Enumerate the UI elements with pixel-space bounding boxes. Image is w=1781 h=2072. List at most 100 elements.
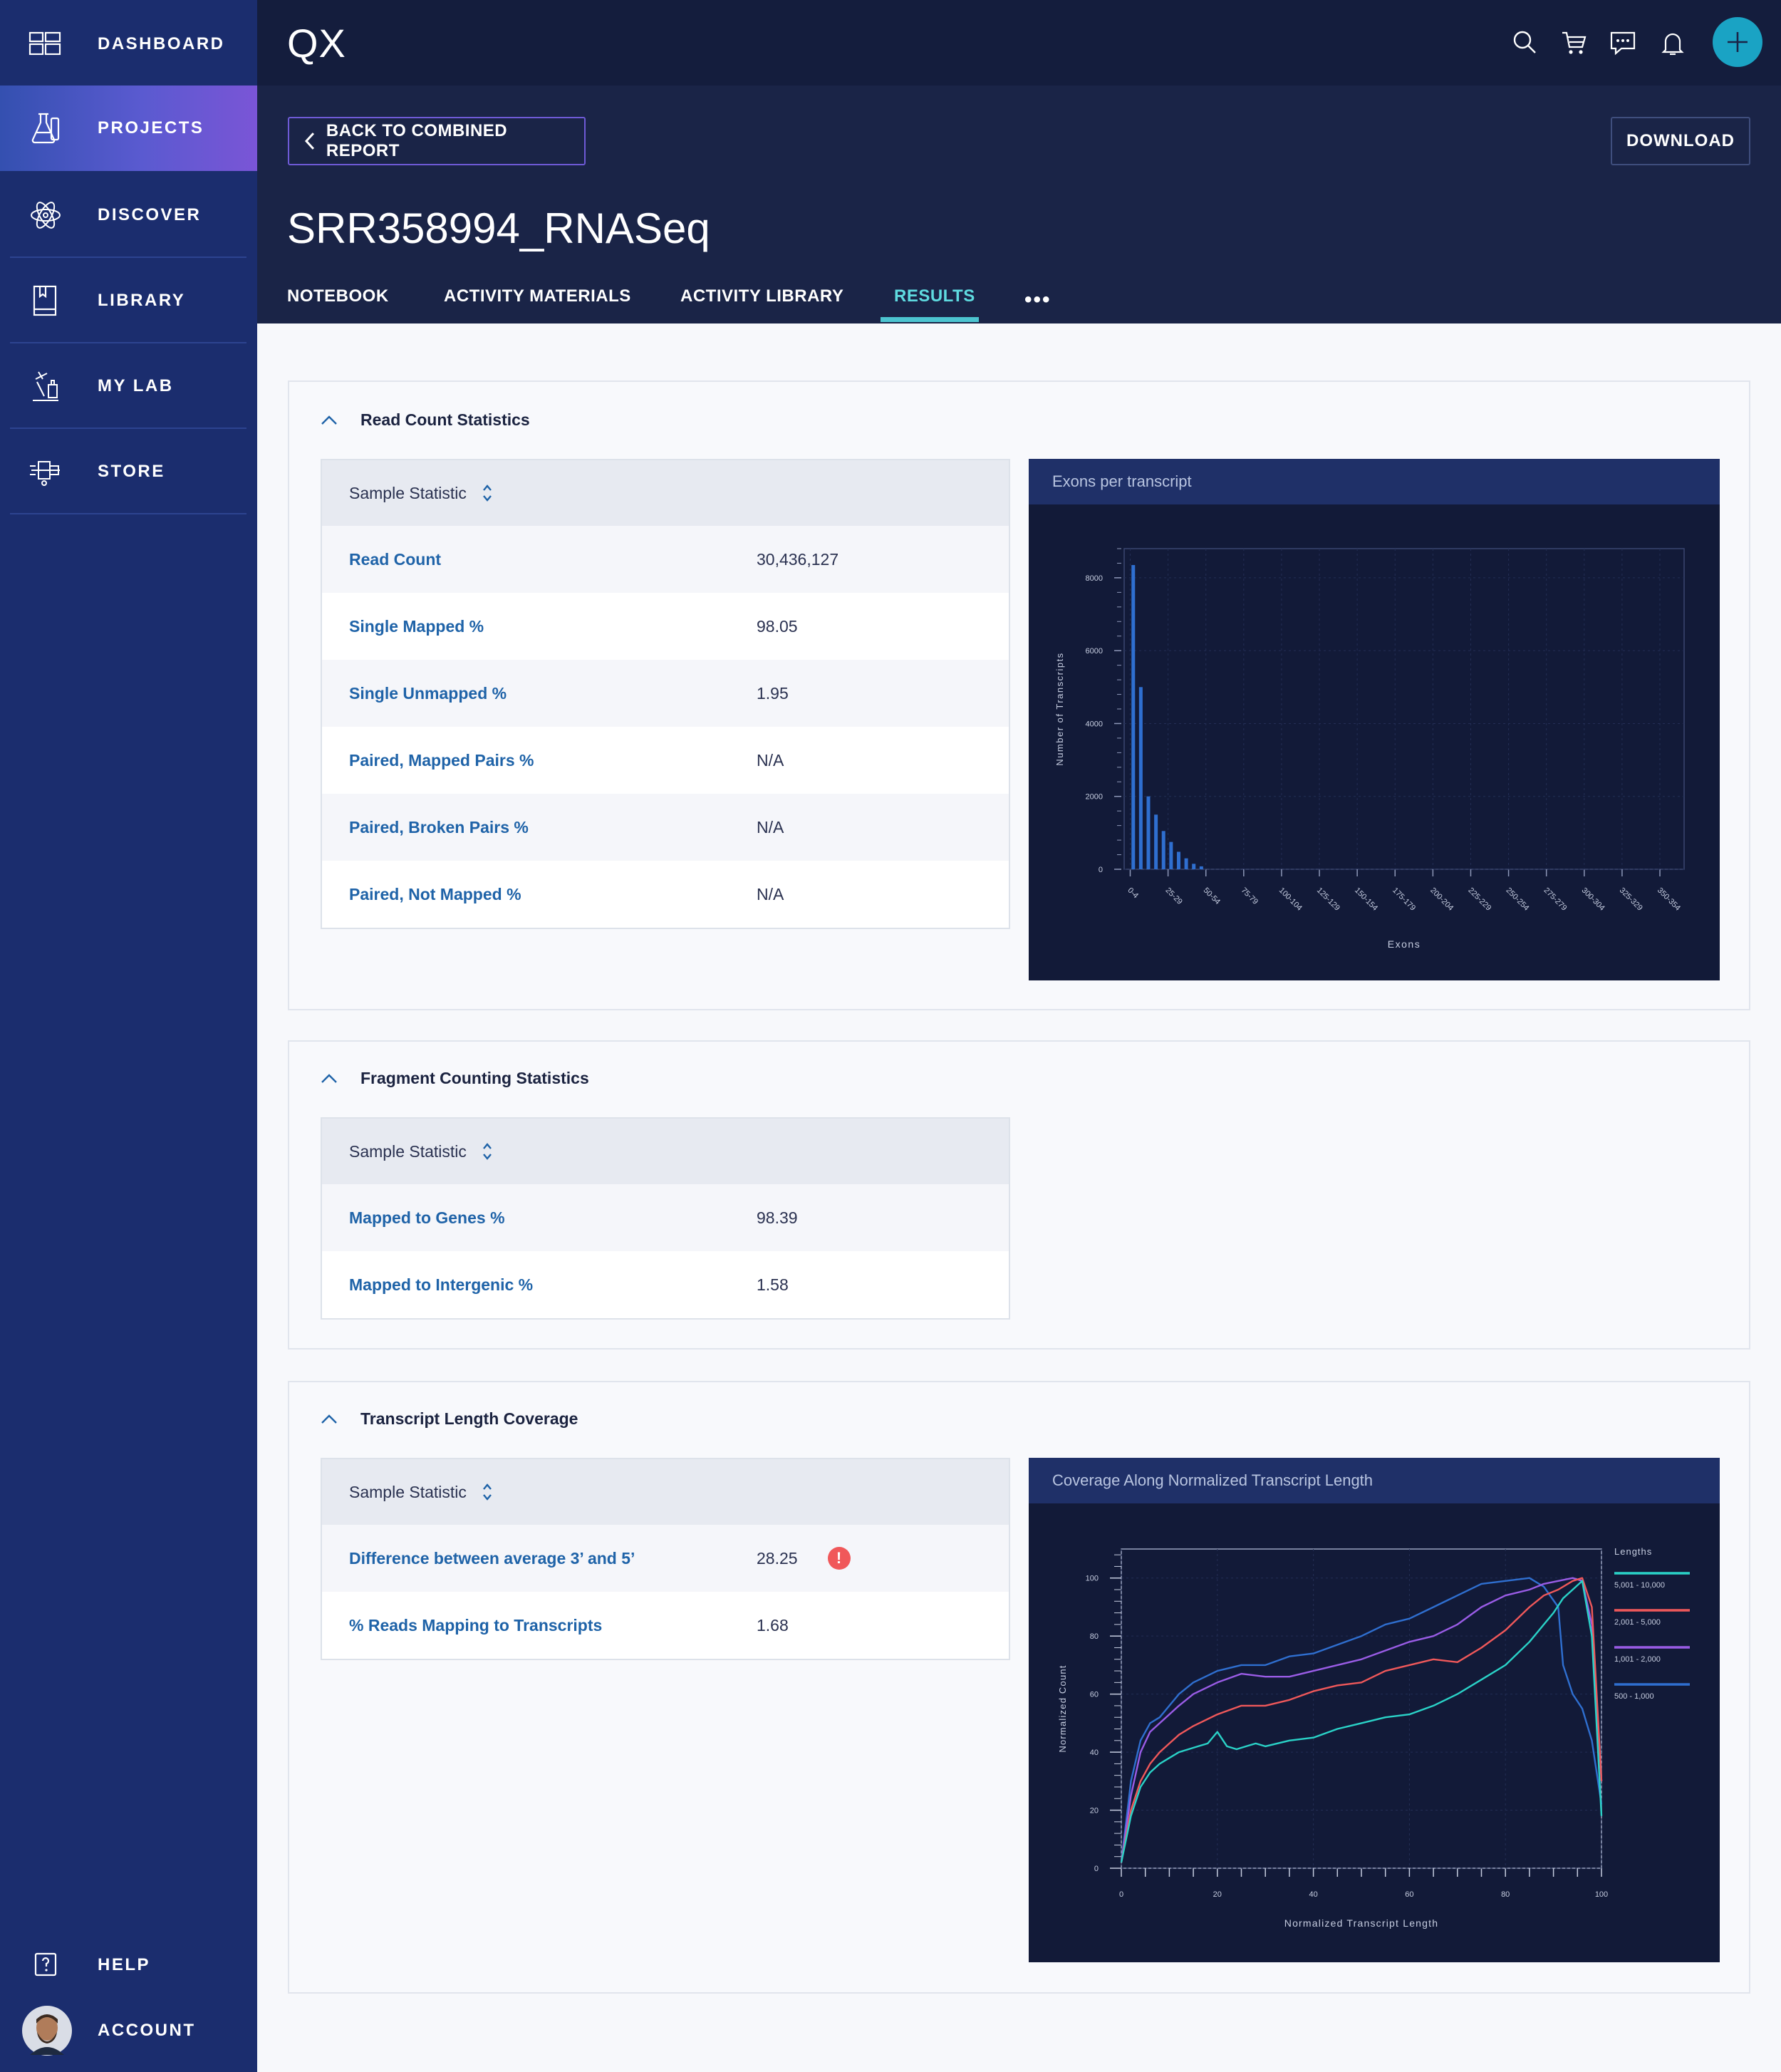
- y-tick-label: 80: [1090, 1632, 1099, 1641]
- statistic-name[interactable]: Paired, Broken Pairs %: [349, 817, 529, 836]
- plot-frame: [1121, 1548, 1602, 1869]
- statistic-name[interactable]: Paired, Mapped Pairs %: [349, 750, 534, 770]
- x-tick-label: 225-229: [1466, 886, 1492, 913]
- table-row[interactable]: Paired, Not Mapped % N/A: [322, 861, 1009, 928]
- table-header[interactable]: Sample Statistic: [322, 1459, 1009, 1525]
- y-tick-label: 0: [1099, 866, 1103, 874]
- sort-icon[interactable]: [482, 1481, 492, 1503]
- table-row[interactable]: % Reads Mapping to Transcripts 1.68: [322, 1592, 1009, 1659]
- table-row[interactable]: Paired, Broken Pairs % N/A: [322, 794, 1009, 861]
- add-button[interactable]: [1713, 17, 1762, 67]
- warning-icon[interactable]: !: [827, 1547, 851, 1570]
- sidebar-item-projects[interactable]: PROJECTS: [0, 86, 257, 171]
- statistic-value: 98.39: [757, 1208, 798, 1227]
- table-row[interactable]: Mapped to Intergenic % 1.58: [322, 1251, 1009, 1318]
- sidebar-item-discover[interactable]: DISCOVER: [0, 172, 257, 258]
- sidebar-item-dashboard[interactable]: DASHBOARD: [0, 1, 257, 87]
- exons-chart-panel: Exons per transcript 0-4 25-29 50-54 75-79 1…: [1029, 459, 1720, 980]
- chevron-up-icon[interactable]: [321, 1073, 338, 1084]
- sidebar-item-my-lab[interactable]: MY LAB: [0, 343, 257, 429]
- sidebar-item-label: PROJECTS: [98, 118, 204, 138]
- table-row[interactable]: Difference between average 3’ and 5’ 28.2…: [322, 1525, 1009, 1592]
- statistic-value: 1.68: [757, 1615, 789, 1635]
- x-axis-label: Exons: [1388, 938, 1421, 950]
- statistic-value: 1.58: [757, 1275, 789, 1294]
- table-row[interactable]: Single Unmapped % 1.95: [322, 660, 1009, 727]
- statistic-name[interactable]: Mapped to Genes %: [349, 1208, 505, 1227]
- tab-results[interactable]: RESULTS: [894, 286, 975, 306]
- table-row[interactable]: Single Mapped % 98.05: [322, 593, 1009, 660]
- page-title: SRR358994_RNASeq: [287, 204, 710, 252]
- x-tick-label: 75-79: [1240, 886, 1260, 906]
- x-tick-label: 60: [1405, 1890, 1413, 1899]
- statistic-name[interactable]: % Reads Mapping to Transcripts: [349, 1615, 603, 1635]
- y-tick-label: 60: [1090, 1691, 1099, 1699]
- statistic-name[interactable]: Single Unmapped %: [349, 683, 507, 703]
- statistic-name[interactable]: Single Mapped %: [349, 616, 484, 636]
- help-icon: [34, 1952, 57, 1977]
- help-button[interactable]: HELP: [0, 1922, 257, 2008]
- statistic-name[interactable]: Difference between average 3’ and 5’: [349, 1548, 635, 1568]
- chat-icon[interactable]: [1609, 29, 1637, 57]
- fragment-counting-table: Sample Statistic Mapped to Genes % 98.39 …: [321, 1117, 1010, 1320]
- transcript-length-coverage-card: Transcript Length Coverage Sample Statis…: [288, 1381, 1750, 1994]
- bar: [1161, 831, 1165, 869]
- sidebar-item-label: STORE: [98, 462, 165, 481]
- x-tick-label: 125-129: [1315, 886, 1341, 913]
- download-button[interactable]: DOWNLOAD: [1611, 117, 1750, 165]
- statistic-name[interactable]: Mapped to Intergenic %: [349, 1275, 534, 1294]
- table-row[interactable]: Read Count 30,436,127: [322, 526, 1009, 593]
- back-to-combined-report-button[interactable]: BACK TO COMBINED REPORT: [288, 117, 586, 165]
- statistic-value: 1.95: [757, 683, 789, 703]
- chart-title: Exons per transcript: [1029, 459, 1720, 504]
- x-tick-label: 100: [1595, 1890, 1608, 1899]
- y-tick-label: 4000: [1086, 720, 1103, 728]
- more-tabs-menu[interactable]: •••: [1024, 288, 1052, 311]
- bar: [1176, 851, 1180, 869]
- tab-activity-library[interactable]: ACTIVITY LIBRARY: [680, 286, 844, 306]
- table-header[interactable]: Sample Statistic: [322, 1119, 1009, 1184]
- column-header-label: Sample Statistic: [349, 1482, 467, 1501]
- sort-icon[interactable]: [482, 482, 492, 504]
- table-body: Read Count 30,436,127 Single Mapped % 98.0…: [322, 526, 1009, 928]
- app-logo[interactable]: QX: [287, 21, 346, 66]
- statistic-name[interactable]: Paired, Not Mapped %: [349, 884, 521, 903]
- active-tab-indicator: [881, 317, 979, 322]
- chevron-up-icon[interactable]: [321, 1414, 338, 1425]
- sort-icon[interactable]: [482, 1141, 492, 1162]
- bar: [1154, 814, 1158, 869]
- y-axis-label: Number of Transcripts: [1054, 652, 1065, 765]
- tab-activity-materials[interactable]: ACTIVITY MATERIALS: [444, 286, 631, 306]
- x-tick-label: 250-254: [1504, 886, 1530, 913]
- x-tick-label: 200-204: [1428, 886, 1455, 913]
- bell-icon[interactable]: [1658, 29, 1687, 57]
- chevron-up-icon[interactable]: [321, 415, 338, 426]
- search-icon[interactable]: [1510, 29, 1539, 57]
- y-tick-label: 40: [1090, 1749, 1099, 1757]
- y-tick-label: 8000: [1086, 574, 1103, 583]
- table-row[interactable]: Mapped to Genes % 98.39: [322, 1184, 1009, 1251]
- sidebar-item-library[interactable]: LIBRARY: [0, 258, 257, 343]
- statistic-value: N/A: [757, 884, 784, 903]
- plot-frame: [1123, 548, 1685, 870]
- tab-notebook[interactable]: NOTEBOOK: [287, 286, 389, 306]
- cart-icon[interactable]: [1560, 29, 1589, 57]
- account-button[interactable]: ACCOUNT: [0, 1988, 257, 2072]
- column-header-label: Sample Statistic: [349, 483, 467, 502]
- x-tick-label: 175-179: [1391, 886, 1417, 913]
- series-line: [1120, 1577, 1603, 1863]
- table-row[interactable]: Paired, Mapped Pairs % N/A: [322, 727, 1009, 794]
- section-title: Fragment Counting Statistics: [360, 1069, 589, 1087]
- sidebar-item-label: LIBRARY: [98, 291, 186, 310]
- x-tick-label: 0-4: [1126, 886, 1140, 901]
- bar: [1184, 858, 1188, 869]
- statistic-name[interactable]: Read Count: [349, 549, 442, 569]
- sidebar-item-store[interactable]: STORE: [0, 429, 257, 514]
- table-header[interactable]: Sample Statistic: [322, 460, 1009, 526]
- sidebar-item-label: MY LAB: [98, 376, 174, 395]
- legend-label: 1,001 - 2,000: [1614, 1655, 1661, 1664]
- legend-label: 2,001 - 5,000: [1614, 1618, 1661, 1627]
- legend-title: Lengths: [1614, 1546, 1652, 1557]
- store-icon: [30, 461, 60, 486]
- dashboard-icon: [28, 31, 61, 56]
